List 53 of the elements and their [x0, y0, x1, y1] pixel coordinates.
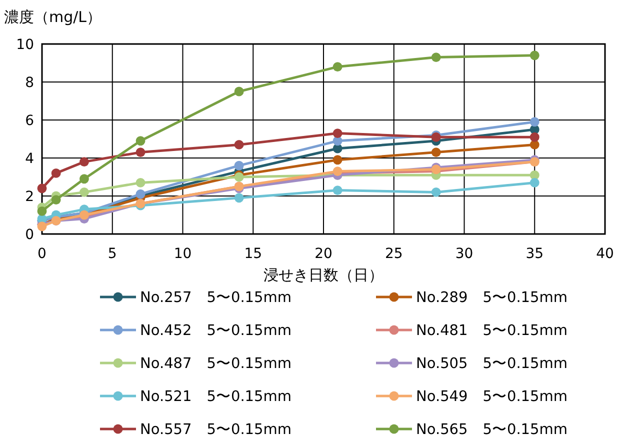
- legend-label: No.505 5〜0.15mm: [416, 356, 568, 372]
- point: [332, 128, 342, 138]
- point: [530, 178, 540, 188]
- point: [37, 206, 47, 216]
- point: [530, 117, 540, 127]
- point: [80, 157, 89, 167]
- point: [234, 193, 244, 203]
- point: [332, 155, 342, 165]
- point: [234, 86, 244, 96]
- legend-label: No.549 5〜0.15mm: [416, 389, 568, 406]
- point: [234, 160, 244, 170]
- x-tick-label: 15: [244, 246, 262, 262]
- y-tick-label: 4: [25, 150, 34, 167]
- point: [234, 140, 244, 150]
- point: [431, 52, 441, 62]
- y-tick-label: 8: [25, 74, 34, 91]
- point: [332, 62, 342, 72]
- y-axis-title: 濃度（mg/L）: [4, 8, 102, 26]
- x-tick-label: 40: [596, 246, 614, 262]
- y-tick-label: 0: [25, 226, 34, 243]
- point: [136, 136, 146, 146]
- x-tick-label: 5: [108, 246, 117, 262]
- point: [431, 148, 441, 158]
- legend-label: No.487 5〜0.15mm: [140, 356, 292, 372]
- legend-label: No.452 5〜0.15mm: [140, 323, 292, 340]
- point: [530, 132, 540, 142]
- point: [51, 195, 61, 205]
- x-axis-title: 浸せき日数（日）: [264, 266, 384, 284]
- x-tick-label: 25: [384, 246, 403, 262]
- x-tick-label: 35: [526, 246, 544, 262]
- point: [37, 184, 47, 194]
- x-tick-label: 0: [38, 246, 46, 262]
- point: [136, 148, 146, 158]
- point: [431, 187, 441, 197]
- y-tick-label: 10: [16, 36, 34, 53]
- legend-label: No.257 5〜0.15mm: [140, 290, 292, 306]
- x-tick-label: 20: [314, 246, 332, 262]
- legend-label: No.557 5〜0.15mm: [140, 422, 292, 438]
- legend-label: No.565 5〜0.15mm: [416, 422, 568, 438]
- point: [530, 50, 540, 60]
- legend-label: No.521 5〜0.15mm: [140, 389, 292, 406]
- point: [80, 174, 89, 184]
- legend-label: No.289 5〜0.15mm: [416, 290, 568, 306]
- legend-label: No.481 5〜0.15mm: [416, 323, 568, 340]
- point: [80, 187, 89, 197]
- x-tick-label: 30: [455, 246, 474, 262]
- point: [51, 168, 61, 178]
- y-tick-label: 6: [25, 112, 34, 129]
- point: [530, 140, 540, 150]
- point: [136, 178, 146, 188]
- y-tick-label: 2: [25, 188, 34, 205]
- x-tick-label: 10: [174, 246, 192, 262]
- point: [332, 186, 342, 196]
